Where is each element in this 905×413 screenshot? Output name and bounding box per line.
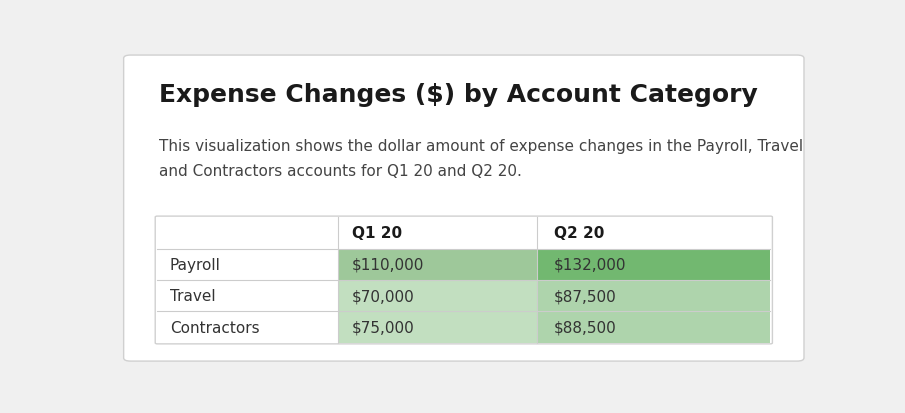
Text: $75,000: $75,000 bbox=[352, 320, 414, 335]
Text: $70,000: $70,000 bbox=[352, 289, 414, 304]
Bar bbox=[538, 280, 770, 312]
Bar bbox=[157, 249, 338, 280]
FancyBboxPatch shape bbox=[124, 56, 804, 361]
Text: Q1 20: Q1 20 bbox=[352, 226, 402, 241]
Bar bbox=[338, 249, 538, 280]
Text: $88,500: $88,500 bbox=[554, 320, 616, 335]
Bar bbox=[338, 312, 538, 343]
Text: Payroll: Payroll bbox=[170, 257, 221, 272]
Text: Expense Changes ($) by Account Category: Expense Changes ($) by Account Category bbox=[158, 83, 757, 107]
Bar bbox=[338, 218, 538, 249]
Text: Q2 20: Q2 20 bbox=[554, 226, 604, 241]
Bar bbox=[338, 280, 538, 312]
Bar bbox=[157, 218, 338, 249]
Text: Contractors: Contractors bbox=[170, 320, 260, 335]
Bar bbox=[538, 249, 770, 280]
Bar bbox=[157, 312, 338, 343]
Bar bbox=[157, 280, 338, 312]
Text: $132,000: $132,000 bbox=[554, 257, 626, 272]
Text: Travel: Travel bbox=[170, 289, 215, 304]
Text: $87,500: $87,500 bbox=[554, 289, 616, 304]
Bar bbox=[538, 312, 770, 343]
Bar bbox=[538, 218, 770, 249]
Text: This visualization shows the dollar amount of expense changes in the Payroll, Tr: This visualization shows the dollar amou… bbox=[158, 139, 803, 178]
Text: $110,000: $110,000 bbox=[352, 257, 424, 272]
